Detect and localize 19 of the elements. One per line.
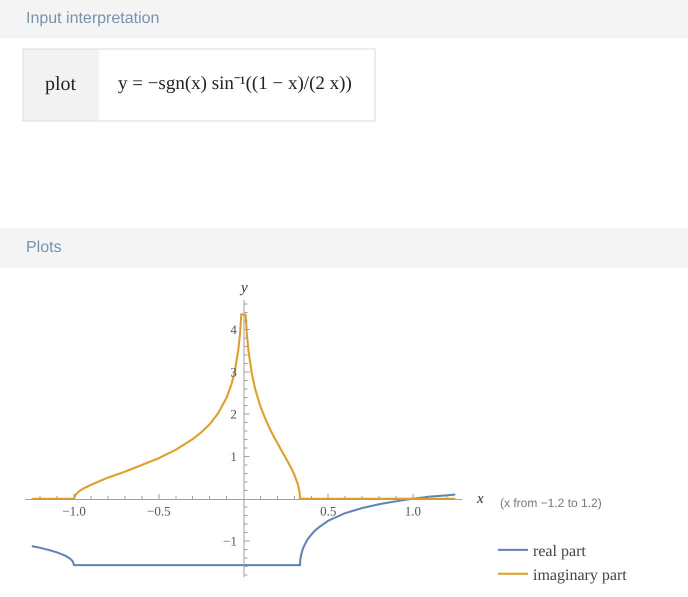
x-axis-title: x <box>476 491 484 507</box>
legend-label: imaginary part <box>533 566 628 584</box>
y-tick-label: 4 <box>230 322 238 338</box>
line-series <box>30 313 456 500</box>
y-tick-label: 2 <box>230 406 237 422</box>
x-tick-label: −1.0 <box>62 503 86 518</box>
text: (x from −1.2 to 1.2) <box>500 496 602 510</box>
text: plot <box>45 73 77 95</box>
y-tick-label: 1 <box>230 449 237 464</box>
x-tick-label: 0.5 <box>320 503 336 518</box>
text: Input interpretation <box>26 10 160 27</box>
text: y = −sgn(x) sin⁻¹((1 − x)/(2 x)) <box>118 73 352 94</box>
x-tick-label: −0.5 <box>147 503 171 518</box>
y-axis-title: y <box>239 280 248 296</box>
y-tick-label: −1 <box>223 534 237 549</box>
legend-label: real part <box>533 543 586 560</box>
text: Plots <box>26 239 62 256</box>
line-series <box>30 494 456 566</box>
x-tick-label: 1.0 <box>404 503 422 518</box>
